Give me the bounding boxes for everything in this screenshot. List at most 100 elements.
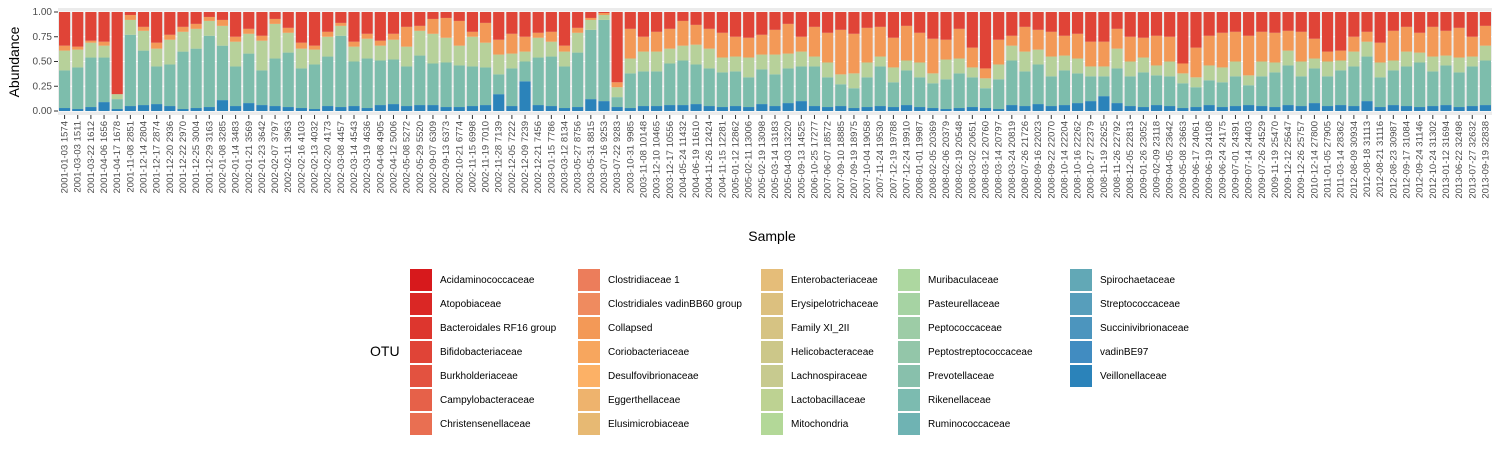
legend-item: Succinivibrionaceae: [1070, 316, 1189, 340]
legend: OTU Acidaminococcaceae Atopobiaceae Bacter…: [370, 268, 1210, 438]
x-tick-label: 2008-11-19 22625: [1099, 121, 1110, 198]
x-tick-label: 2010-12-14 27800: [1309, 121, 1320, 199]
bar-segment: [927, 108, 939, 111]
bar-segment: [545, 41, 557, 57]
legend-item: Acidaminococcaceae: [410, 268, 556, 292]
bar-segment: [335, 25, 347, 36]
bar-segment: [1269, 62, 1281, 73]
bar-segment: [414, 30, 426, 56]
bar-segment: [769, 12, 781, 30]
bar-segment: [822, 62, 834, 78]
legend-item: Pasteurellaceae: [898, 292, 1033, 316]
bar-segment: [230, 12, 242, 37]
bar-segment: [1453, 12, 1465, 28]
x-tick-label: 2012-08-23 30987: [1388, 121, 1399, 199]
bar-segment: [532, 32, 544, 38]
legend-swatch: [898, 293, 920, 315]
bar-segment: [716, 107, 728, 111]
bar-segment: [1124, 106, 1136, 111]
y-tick-label: 0.25: [33, 81, 53, 92]
bar-segment: [269, 18, 281, 24]
bar-segment: [190, 12, 202, 24]
legend-item: Ruminococcaceae: [898, 412, 1033, 436]
bar-segment: [374, 12, 386, 41]
bar-segment: [164, 39, 176, 65]
x-tick-label: 2002-11-28 7139: [494, 121, 505, 193]
x-tick-label: 2002-05-08 5272: [402, 121, 413, 193]
legend-item: Mitochondria: [761, 412, 878, 436]
bar-segment: [335, 35, 347, 108]
legend-label: Campylobacteraceae: [440, 394, 535, 406]
bar-segment: [1032, 64, 1044, 105]
bar-segment: [1164, 12, 1176, 37]
x-tick-label: 2002-01-23 3642: [257, 121, 268, 193]
bar-segment: [1414, 62, 1426, 108]
bar-segment: [401, 46, 413, 67]
legend-item: Streptococcaceae: [1070, 292, 1189, 316]
bar-segment: [914, 32, 926, 63]
x-tick-label: 2013-06-22 32498: [1454, 121, 1465, 199]
x-tick-label: 2008-10-16 22262: [1073, 121, 1084, 199]
bar-segment: [1019, 51, 1031, 72]
bar-segment: [361, 38, 373, 59]
bar-segment: [861, 12, 873, 28]
x-tick-label: 2002-01-21 3569: [244, 121, 255, 193]
bar-stacks: [59, 12, 1491, 111]
legend-item: Spirochaetaceae: [1070, 268, 1189, 292]
bar-segment: [453, 20, 465, 46]
legend-column: Muribaculaceae Pasteurellaceae Peptococcac…: [898, 268, 1033, 436]
bar-segment: [308, 64, 321, 110]
bar-segment: [243, 12, 255, 29]
bar-segment: [1308, 38, 1320, 59]
bar-segment: [532, 37, 544, 58]
bar-segment: [1058, 70, 1071, 106]
bar-segment: [322, 31, 334, 37]
bar-segment: [914, 62, 926, 78]
x-tick-label: 2007-06-07 18572: [823, 121, 834, 199]
bar-segment: [98, 12, 110, 42]
bar-segment: [164, 12, 176, 35]
bar-segment: [572, 12, 584, 28]
x-tick-label: 2007-09-10 18885: [836, 121, 847, 199]
bar-segment: [966, 12, 978, 48]
bar-segment: [690, 104, 702, 111]
x-tick-label: 2001-03-03 1511: [73, 121, 84, 193]
bar-segment: [1308, 12, 1320, 39]
y-axis-title: Abundance: [6, 26, 22, 97]
bar-segment: [308, 45, 321, 50]
bar-segment: [979, 88, 992, 109]
bar-segment: [111, 94, 123, 100]
bar-segment: [387, 59, 400, 105]
bar-segment: [651, 71, 663, 107]
bar-segment: [1019, 12, 1031, 27]
bar-segment: [743, 57, 755, 78]
bar-segment: [729, 71, 742, 107]
legend-swatch: [1070, 341, 1092, 363]
bar-segment: [1466, 106, 1478, 111]
legend-item: Peptostreptococcaceae: [898, 340, 1033, 364]
bar-segment: [966, 67, 978, 78]
x-tick-label: 2012-08-09 30934: [1349, 121, 1360, 199]
bar-segment: [59, 12, 71, 46]
bar-segment: [164, 106, 176, 111]
bar-segment: [743, 12, 755, 38]
bar-segment: [1321, 61, 1334, 77]
bar-segment: [230, 36, 242, 42]
bar-segment: [506, 106, 518, 111]
x-tick-label: 2007-12-19 19788: [888, 121, 899, 199]
bar-segment: [137, 12, 150, 27]
bar-segment: [664, 48, 676, 64]
bar-segment: [177, 26, 189, 32]
legend-item: Muribaculaceae: [898, 268, 1033, 292]
x-tick-label: 2008-10-27 22379: [1086, 121, 1097, 199]
bar-segment: [1453, 107, 1465, 111]
x-tick-label: 2005-03-14 13183: [770, 121, 781, 199]
legend-swatch: [410, 293, 432, 315]
bar-segment: [1256, 31, 1268, 62]
bar-segment: [598, 12, 610, 15]
bar-segment: [216, 45, 229, 101]
x-tick-label: 2003-05-31 8815: [586, 121, 597, 193]
bar-segment: [1374, 12, 1386, 43]
bar-segment: [1216, 67, 1228, 83]
bar-segment: [322, 56, 334, 107]
